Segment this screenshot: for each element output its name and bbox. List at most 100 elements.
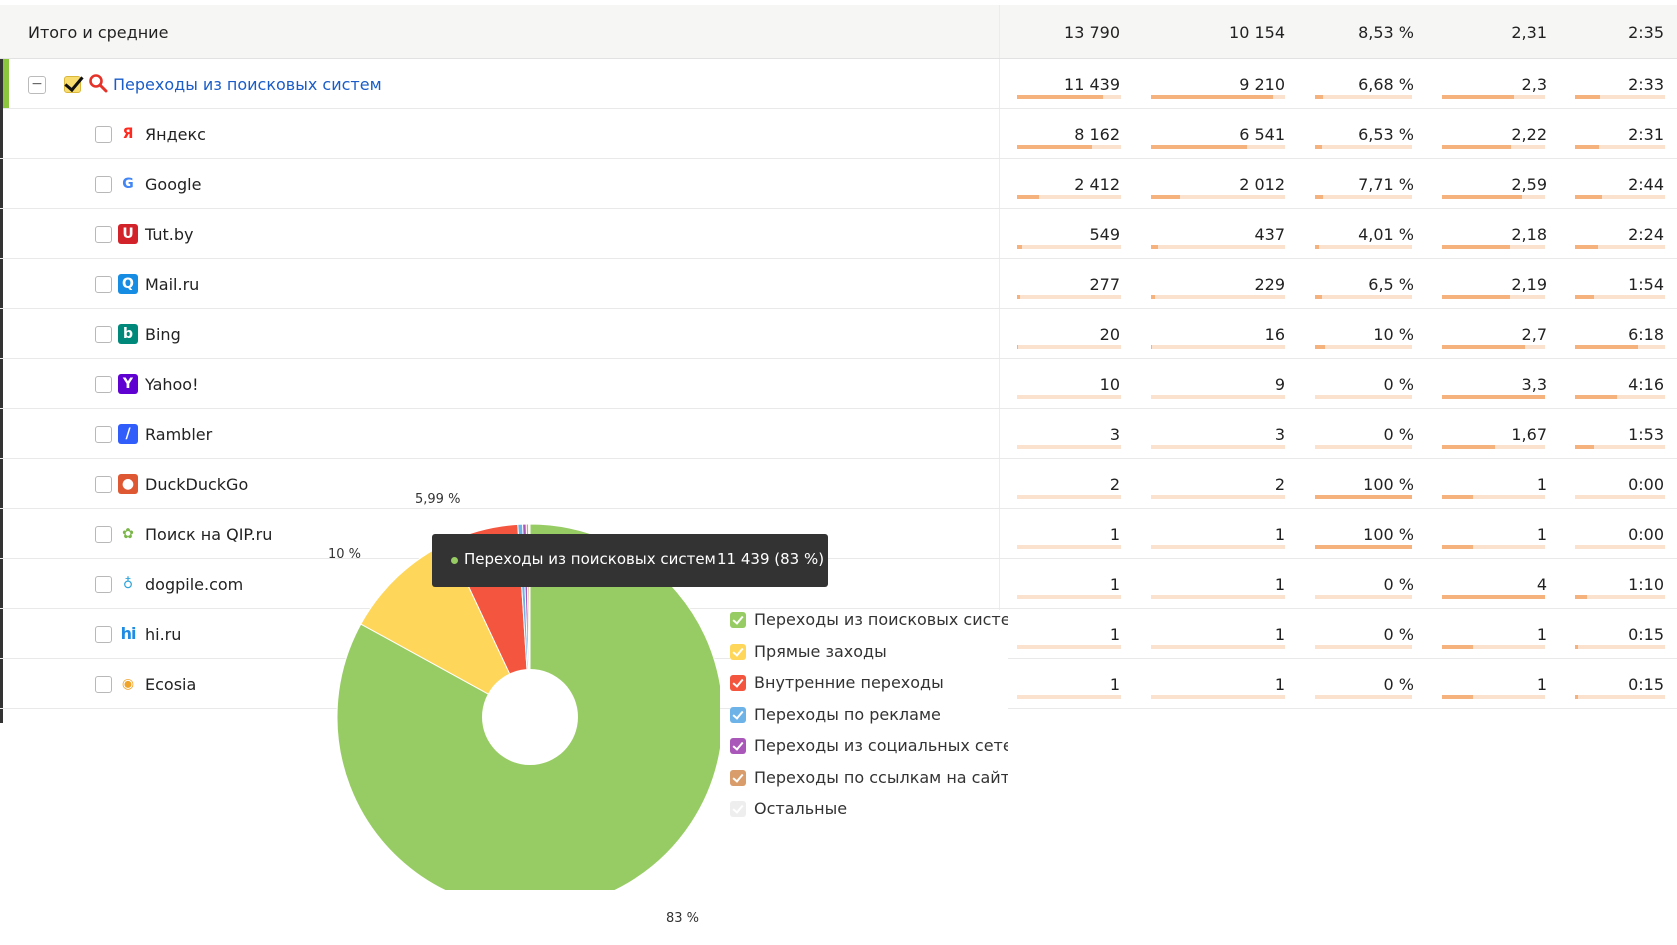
table-row[interactable]: ● DuckDuckGo 2 2 100 % 1 0:00 [0, 459, 1677, 509]
legend-checkbox[interactable] [730, 643, 746, 660]
row-duration-bar [1575, 495, 1665, 499]
row-visitors: 437 [1254, 225, 1285, 244]
row-visits-bar [1017, 445, 1121, 449]
row-visits: 549 [1089, 225, 1120, 244]
row-page-depth-bar-fill [1442, 345, 1525, 349]
group-page-depth-bar-fill [1442, 95, 1514, 99]
tooltip-label: Переходы из поисковых систем [464, 550, 716, 568]
bing-icon: b [118, 324, 138, 344]
table-row[interactable]: U Tut.by 549 437 4,01 % 2,18 2:24 [0, 209, 1677, 259]
row-checkbox[interactable] [95, 426, 112, 443]
legend-item[interactable]: Переходы из поисковых систем [730, 610, 1008, 632]
slice-label-direct: 10 % [328, 547, 362, 562]
collapse-button[interactable]: − [28, 76, 46, 94]
table-row[interactable]: ♁ dogpile.com 1 1 0 % 4 1:10 [0, 559, 1677, 609]
totals-title: Итого и средние [28, 23, 169, 42]
row-checkbox[interactable] [95, 376, 112, 393]
group-checkbox[interactable] [64, 76, 81, 93]
legend-checkbox[interactable] [730, 769, 746, 786]
row-label-cell: b Bing [0, 309, 1000, 358]
row-page-depth-bar [1442, 345, 1545, 349]
totals-duration: 2:35 [1628, 23, 1664, 42]
row-label-cell: / Rambler [0, 409, 1000, 458]
table-row[interactable]: b Bing 20 16 10 % 2,7 6:18 [0, 309, 1677, 359]
totals-row: Итого и средние 13 790 10 154 8,53 % 2,3… [0, 5, 1677, 59]
table-row[interactable]: ✿ Поиск на QIP.ru 1 1 100 % 1 0:00 [0, 509, 1677, 559]
table-row[interactable]: / Rambler 3 3 0 % 1,67 1:53 [0, 409, 1677, 459]
legend-item[interactable]: Переходы по рекламе [730, 705, 1008, 727]
row-visitors-bar [1151, 645, 1285, 649]
row-checkbox[interactable] [95, 476, 112, 493]
pie-legend: Переходы из поисковых систем Прямые заход… [730, 610, 1008, 830]
row-visitors: 1 [1274, 625, 1285, 644]
row-page-depth-bar [1442, 195, 1545, 199]
row-bounce-rate-bar [1315, 495, 1412, 499]
table-row[interactable]: ◉ Ecosia 1 1 0 % 1 0:15 [0, 659, 1677, 709]
legend-checkbox[interactable] [730, 738, 746, 754]
row-label: Yahoo! [145, 375, 199, 394]
row-bounce-rate: 0 % [1383, 425, 1414, 444]
row-duration-bar [1575, 395, 1665, 399]
legend-checkbox[interactable] [730, 801, 746, 817]
row-duration: 0:00 [1628, 525, 1664, 544]
legend-checkbox[interactable] [730, 612, 746, 628]
group-color-stripe [0, 59, 9, 108]
row-bounce-rate: 100 % [1363, 475, 1414, 494]
row-duration-bar-fill [1575, 395, 1617, 399]
row-visits: 1 [1109, 575, 1120, 594]
table-row[interactable]: hi hi.ru 1 1 0 % 1 0:15 [0, 609, 1677, 659]
row-checkbox[interactable] [95, 126, 112, 143]
row-bounce-rate: 6,53 % [1358, 125, 1414, 144]
row-visitors-bar [1151, 445, 1285, 449]
tooltip-value: 11 439 (83 %) [717, 550, 825, 568]
legend-item[interactable]: Внутренние переходы [730, 673, 1008, 695]
group-page-depth-bar [1442, 95, 1545, 99]
row-bounce-rate-bar-fill [1315, 245, 1319, 249]
row-duration-bar [1575, 195, 1665, 199]
row-page-depth-bar [1442, 295, 1545, 299]
row-label-cell: U Tut.by [0, 209, 1000, 258]
row-checkbox[interactable] [95, 526, 112, 543]
row-visits-bar-fill [1017, 145, 1092, 149]
duckduckgo-icon: ● [118, 474, 138, 494]
totals-page-depth: 2,31 [1511, 23, 1547, 42]
row-page-depth-bar [1442, 595, 1545, 599]
row-page-depth-bar-fill [1442, 495, 1473, 499]
row-visitors-bar [1151, 695, 1285, 699]
qip-icon: ✿ [118, 524, 138, 544]
table-row[interactable]: G Google 2 412 2 012 7,71 % 2,59 2:44 [0, 159, 1677, 209]
legend-checkbox[interactable] [730, 675, 746, 691]
row-visits-bar [1017, 495, 1121, 499]
row-duration-bar-fill [1575, 345, 1638, 349]
legend-checkbox[interactable] [730, 706, 746, 723]
row-bounce-rate-bar-fill [1315, 145, 1322, 149]
legend-item[interactable]: Остальные [730, 799, 1008, 821]
row-checkbox[interactable] [95, 676, 112, 693]
legend-item[interactable]: Прямые заходы [730, 642, 1008, 664]
row-duration-bar [1575, 295, 1665, 299]
slice-label-internal: 5,99 % [415, 492, 461, 507]
row-checkbox[interactable] [95, 576, 112, 593]
row-visitors-bar-fill [1151, 245, 1158, 249]
row-checkbox[interactable] [95, 326, 112, 343]
table-row[interactable]: Я Яндекс 8 162 6 541 6,53 % 2,22 2:31 [0, 109, 1677, 159]
group-visits: 11 439 [1064, 75, 1120, 94]
row-label-cell: ● DuckDuckGo [0, 459, 1000, 508]
legend-item[interactable]: Переходы из социальных сетей [730, 736, 1008, 758]
row-duration-bar-fill [1575, 295, 1594, 299]
row-checkbox[interactable] [95, 176, 112, 193]
row-page-depth-bar [1442, 495, 1545, 499]
row-checkbox[interactable] [95, 626, 112, 643]
row-page-depth-bar [1442, 145, 1545, 149]
group-label-link[interactable]: Переходы из поисковых систем [113, 75, 382, 94]
row-checkbox[interactable] [95, 226, 112, 243]
group-row-search[interactable]: − Переходы из поисковых систем 11 439 9 2… [0, 59, 1677, 109]
legend-item[interactable]: Переходы по ссылкам на сайтах [730, 768, 1008, 790]
row-label-cell: Я Яндекс [0, 109, 1000, 158]
row-page-depth: 4 [1536, 575, 1547, 594]
row-checkbox[interactable] [95, 276, 112, 293]
row-duration: 1:10 [1628, 575, 1664, 594]
table-row[interactable]: Y Yahoo! 10 9 0 % 3,3 4:16 [0, 359, 1677, 409]
row-page-depth: 2,18 [1511, 225, 1547, 244]
table-row[interactable]: Q Mail.ru 277 229 6,5 % 2,19 1:54 [0, 259, 1677, 309]
